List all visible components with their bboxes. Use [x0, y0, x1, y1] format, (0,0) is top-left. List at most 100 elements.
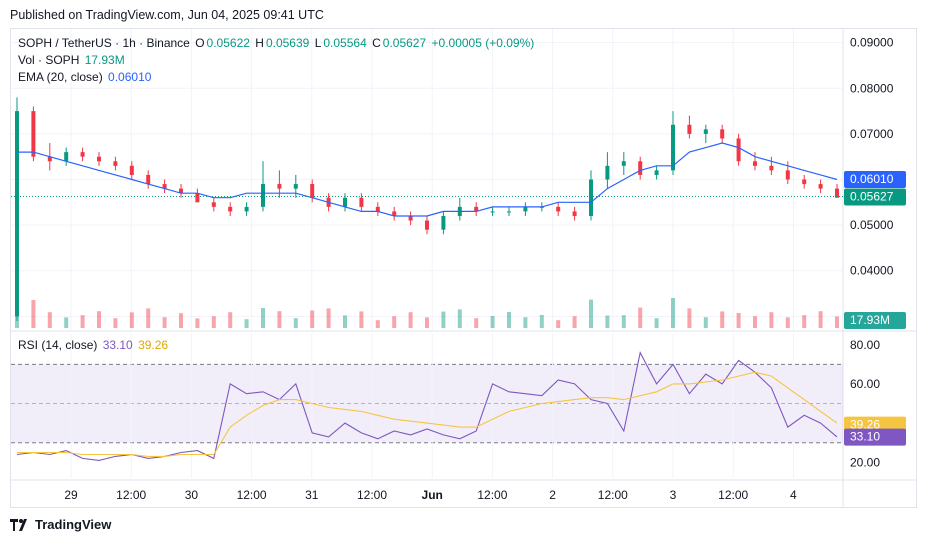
candle-body — [343, 197, 347, 207]
legend-volume[interactable]: Vol · SOPH 17.93M — [18, 53, 127, 67]
price-axis-label: 0.05000 — [850, 218, 894, 232]
legend-open: 0.05622 — [206, 36, 250, 50]
candle-body — [211, 202, 216, 207]
legend-close: 0.05627 — [382, 36, 427, 50]
legend-change: +0.00005 (+0.09%) — [431, 36, 535, 50]
candle-body — [474, 206, 479, 212]
candle-body — [408, 215, 413, 221]
time-axis-label: 3 — [670, 488, 677, 502]
published-caption: Published on TradingView.com, Jun 04, 20… — [10, 8, 324, 22]
candle-body — [375, 206, 380, 212]
volume-bar — [392, 316, 397, 328]
price-axis-label: 0.09000 — [850, 36, 894, 50]
volume-bar — [605, 315, 610, 328]
candle-body — [835, 188, 839, 198]
volume-bar — [80, 315, 85, 328]
legend-ema-label: EMA (20, close) — [18, 70, 103, 84]
volume-bar — [179, 313, 183, 328]
candle-body — [572, 211, 577, 216]
volume-bar — [753, 316, 757, 328]
candle-body — [261, 184, 265, 207]
legend-rsi[interactable]: RSI (14, close) 33.10 39.26 — [18, 338, 170, 352]
candle-body — [113, 161, 118, 166]
time-axis-label: 12:00 — [357, 488, 387, 502]
volume-badge-bg — [844, 312, 906, 329]
volume-bar — [835, 316, 839, 328]
volume-bar — [277, 311, 282, 328]
volume-bar — [490, 316, 495, 328]
candle-body — [736, 138, 741, 162]
legend-rsi-label: RSI (14, close) — [18, 338, 98, 352]
volume-bar — [97, 311, 101, 328]
volume-bar — [720, 311, 725, 328]
legend-rsi-value: 33.10 — [102, 338, 133, 352]
candle-body — [654, 170, 659, 175]
rsi-badge-bg — [844, 428, 906, 446]
price-axis-label: 0.04000 — [850, 264, 894, 278]
legend-rsi-ma-value: 39.26 — [138, 338, 169, 352]
volume-bar — [261, 308, 265, 328]
candle-body — [129, 165, 134, 175]
volume-badge: 17.93M — [850, 313, 890, 327]
candle-body — [392, 211, 397, 216]
volume-bar — [129, 312, 134, 328]
last-price-badge: 0.05627 — [850, 190, 894, 204]
tradingview-footer[interactable]: TradingView — [10, 517, 111, 532]
volume-bar — [457, 309, 462, 328]
volume-bar — [113, 318, 118, 328]
legend-low-label: L — [314, 36, 322, 50]
volume-bar — [769, 312, 774, 328]
candle-body — [671, 124, 675, 171]
volume-bar — [523, 317, 528, 328]
volume-bar — [64, 317, 69, 328]
volume-bar — [162, 317, 167, 328]
candle-body — [556, 206, 561, 212]
last-price-badge-bg — [844, 188, 906, 206]
rsi-axis-label: 80.00 — [850, 338, 880, 352]
volume-bar — [31, 300, 36, 328]
legend-ema[interactable]: EMA (20, close) 0.06010 — [18, 70, 153, 84]
volume-bar — [228, 312, 233, 328]
time-axis-label: 30 — [185, 488, 199, 502]
ema-line — [17, 142, 838, 217]
time-axis-label: 31 — [305, 488, 319, 502]
time-axis-label: 12:00 — [237, 488, 267, 502]
legend-ohlc[interactable]: SOPH / TetherUS · 1h · Binance O 0.05622 … — [18, 36, 536, 50]
candle-body — [146, 174, 151, 185]
time-axis-label: 12:00 — [718, 488, 748, 502]
volume-bar — [441, 311, 446, 328]
volume-bar — [359, 311, 364, 328]
volume-bar — [146, 308, 151, 328]
volume-bar — [15, 268, 19, 328]
ema-price-badge-bg — [844, 171, 906, 189]
volume-bar — [818, 311, 823, 328]
volume-bar — [785, 317, 790, 328]
price-axis-label: 0.08000 — [850, 81, 894, 95]
volume-bar — [425, 317, 429, 328]
volume-bar — [687, 308, 692, 328]
legend-close-label: C — [372, 36, 381, 50]
candle-body — [523, 206, 528, 212]
legend-low: 0.05564 — [323, 36, 367, 50]
candle-body — [490, 211, 495, 213]
candle-body — [687, 124, 692, 134]
candle-body — [64, 152, 69, 162]
candle-body — [802, 179, 807, 185]
price-axis-label: 0.07000 — [850, 127, 894, 141]
time-axis-label: 12:00 — [598, 488, 628, 502]
candle-body — [179, 188, 183, 194]
chart-frame[interactable] — [10, 28, 917, 508]
volume-bar — [539, 315, 544, 328]
legend-volume-label: Vol · SOPH — [18, 53, 80, 67]
candle-body — [720, 129, 725, 139]
volume-bar — [654, 318, 659, 328]
candle-body — [621, 161, 626, 166]
candle-body — [228, 206, 233, 212]
volume-bar — [802, 315, 807, 328]
volume-bar — [293, 318, 298, 328]
legend-symbol[interactable]: SOPH / TetherUS · 1h · Binance — [18, 36, 190, 50]
volume-bar — [621, 315, 626, 328]
volume-bar — [507, 312, 511, 328]
time-axis-label: 12:00 — [116, 488, 146, 502]
